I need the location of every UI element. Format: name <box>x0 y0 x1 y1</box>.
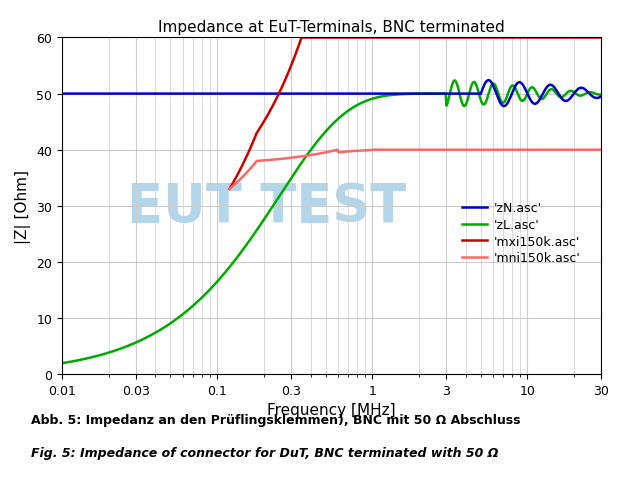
Text: Fig. 5: Impedance of connector for DuT, BNC terminated with 50 Ω: Fig. 5: Impedance of connector for DuT, … <box>31 446 498 459</box>
Y-axis label: |Z| [Ohm]: |Z| [Ohm] <box>15 169 31 243</box>
Text: Abb. 5: Impedanz an den Prüflingsklemmen), BNC mit 50 Ω Abschluss: Abb. 5: Impedanz an den Prüflingsklemmen… <box>31 413 521 426</box>
Legend: 'zN.asc', 'zL.asc', 'mxi150k.asc', 'mni150k.asc': 'zN.asc', 'zL.asc', 'mxi150k.asc', 'mni1… <box>459 198 585 269</box>
Title: Impedance at EuT-Terminals, BNC terminated: Impedance at EuT-Terminals, BNC terminat… <box>158 20 505 35</box>
Text: EUT TEST: EUT TEST <box>127 180 407 232</box>
X-axis label: Frequency [MHz]: Frequency [MHz] <box>267 403 396 418</box>
